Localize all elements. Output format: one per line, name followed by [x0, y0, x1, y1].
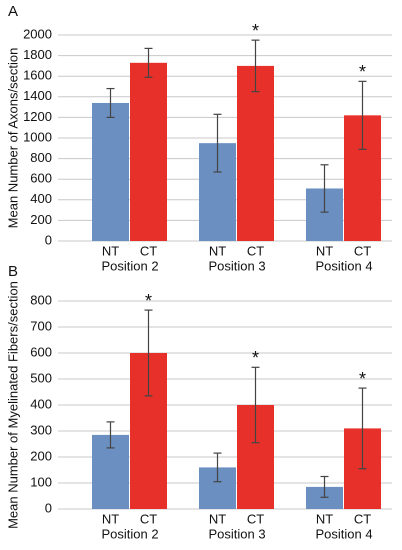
bar-group-label: NT	[102, 243, 119, 258]
bar-group-label: CT	[140, 511, 157, 526]
y-tick-label: 200	[30, 448, 52, 463]
x-tick-label: Position 2	[101, 258, 158, 273]
bar-group-label: CT	[354, 511, 371, 526]
y-tick-label: 800	[30, 292, 52, 307]
y-tick-label: 600	[30, 171, 52, 186]
y-axis-label: Mean Number of Axons/section	[5, 48, 20, 229]
bar-group-label: NT	[102, 511, 119, 526]
y-tick-label: 1400	[23, 88, 52, 103]
bar-group-label: CT	[247, 511, 264, 526]
y-tick-label: 600	[30, 344, 52, 359]
x-tick-label: Position 2	[101, 526, 158, 541]
bar-group-label: CT	[140, 243, 157, 258]
y-tick-label: 1600	[23, 68, 52, 83]
y-tick-label: 500	[30, 370, 52, 385]
significance-marker: *	[145, 291, 152, 311]
bar-group-label: NT	[316, 511, 333, 526]
significance-marker: *	[359, 369, 366, 389]
significance-marker: *	[359, 62, 366, 82]
y-tick-label: 1200	[23, 109, 52, 124]
y-tick-label: 200	[30, 212, 52, 227]
bar-group-label: NT	[209, 511, 226, 526]
y-tick-label: 800	[30, 150, 52, 165]
y-axis-label: Mean Number of Myelinated Fibers/section	[5, 281, 20, 529]
bar	[237, 65, 274, 242]
y-tick-label: 400	[30, 396, 52, 411]
significance-marker: *	[252, 348, 259, 368]
y-tick-label: 100	[30, 474, 52, 489]
y-tick-label: 1000	[23, 129, 52, 144]
x-tick-label: Position 4	[315, 526, 372, 541]
significance-marker: *	[252, 21, 259, 41]
y-tick-label: 400	[30, 191, 52, 206]
y-tick-label: 1800	[23, 47, 52, 62]
bar-group-label: CT	[247, 243, 264, 258]
bar-group-label: NT	[209, 243, 226, 258]
bar-group-label: CT	[354, 243, 371, 258]
panel-label: B	[8, 263, 18, 280]
x-tick-label: Position 3	[208, 526, 265, 541]
bar	[92, 102, 129, 241]
panel-label: A	[8, 3, 18, 20]
x-tick-label: Position 3	[208, 258, 265, 273]
bar	[306, 486, 343, 509]
y-tick-label: 0	[45, 500, 52, 515]
x-tick-label: Position 4	[315, 258, 372, 273]
y-tick-label: 300	[30, 422, 52, 437]
bar-group-label: NT	[316, 243, 333, 258]
bar	[130, 62, 167, 242]
y-tick-label: 0	[45, 232, 52, 247]
y-tick-label: 700	[30, 318, 52, 333]
y-tick-label: 2000	[23, 26, 52, 41]
